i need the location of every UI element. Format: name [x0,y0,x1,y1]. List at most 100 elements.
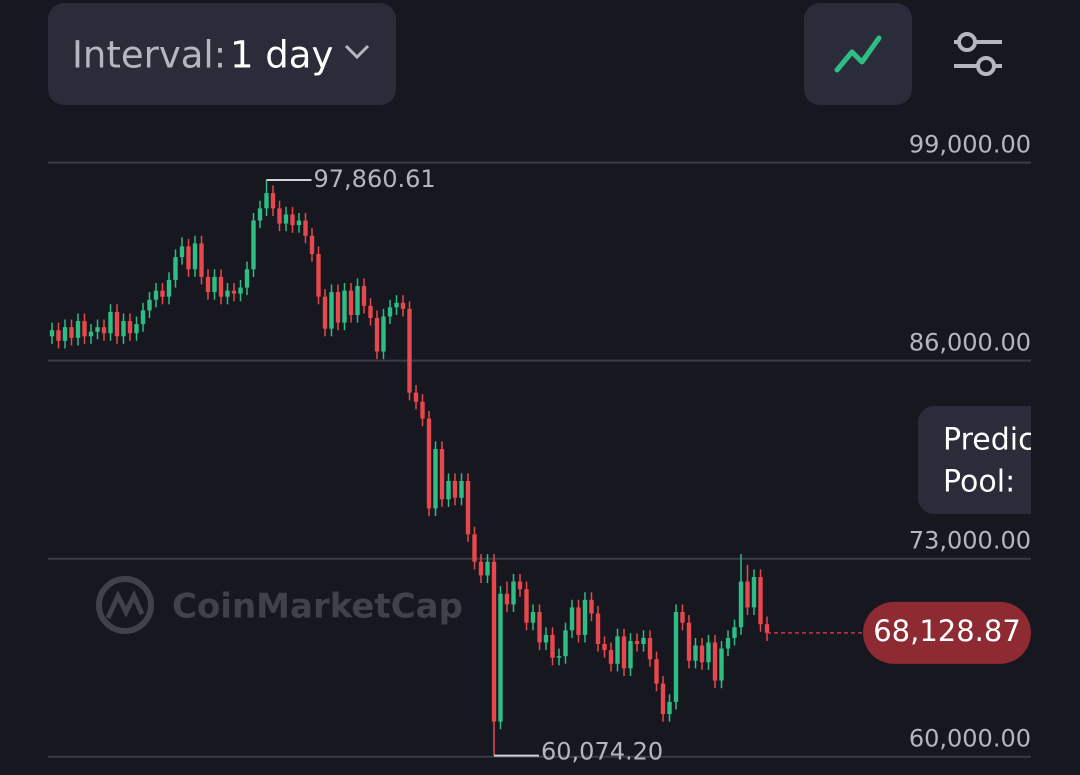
candle-body [322,296,328,329]
annotation-label: 60,074.20 [541,738,663,766]
candle-body [199,243,204,277]
candle-body [114,311,120,337]
candle-body [439,449,445,500]
y-tick-label: 60,000.00 [909,725,1031,753]
prediction-pool-card[interactable] [918,406,1058,514]
candle-body [472,534,477,562]
candle-body [348,290,354,315]
candle-body [712,642,718,681]
candle-body [556,656,562,658]
candle-body [465,481,471,535]
plot: 60,000.00 73,000.00 86,000.00 99,000.00 97,8… [48,131,1031,766]
candle-body [355,286,360,315]
candle-body [478,561,484,576]
candle-body [316,254,321,297]
candle-body [524,589,529,623]
candle-body [225,290,230,297]
candle-body [374,318,380,352]
candle-body [49,330,55,337]
prediction-pool[interactable]: Predic Pool: [918,406,1058,514]
chevron-icon [344,44,370,60]
candle-body [413,392,419,402]
candle-body [394,302,399,308]
candle-body [576,607,581,635]
candle-body [218,276,224,297]
candle-body [758,576,763,625]
candle-body [608,650,614,664]
candle-body [732,627,737,638]
chart-type-button[interactable] [804,3,912,105]
candle-body [270,193,276,209]
candle-body [420,401,425,419]
candle-body [166,279,172,297]
candle-body [706,642,711,663]
prediction-text: Predic [943,423,1035,458]
candle-body [582,599,588,635]
candle-body [264,193,269,209]
candle-body [69,327,74,338]
candle-body [595,613,601,644]
slider-knob [957,32,977,52]
candle-body [153,290,159,300]
candle-body [563,630,568,657]
candle-body [400,302,406,309]
candle-body [485,561,490,576]
annotation-label: 97,860.61 [314,165,436,193]
candle-body [745,581,750,608]
candle-body [121,321,126,337]
interval-button[interactable] [48,3,396,105]
candle-body [446,481,451,500]
candle-body [654,659,659,684]
candle-body [511,581,516,605]
candle-body [764,624,770,633]
candle-body [342,290,347,323]
line-icon [834,35,882,73]
candle-body [88,331,94,337]
candle-body [179,246,185,258]
settings-button[interactable] [954,32,1002,76]
candle-body [101,327,107,334]
prediction-text: Pool: [943,465,1015,500]
candle-body [569,607,575,631]
candle-body [212,276,217,293]
interval-selector[interactable]: Interval: 1 day [48,3,396,105]
candle-body [517,581,523,590]
interval-label: Interval: [72,34,226,77]
candle-body [329,292,334,329]
candle-body [667,701,672,715]
candle-body [283,214,289,224]
watermark: CoinMarketCap [96,576,463,634]
chart-type-bg[interactable] [804,3,912,105]
candle-body [621,636,627,669]
candle-body [238,287,243,294]
candle-body [290,214,295,226]
candle-body [498,593,503,722]
candle-body [719,648,724,681]
candle-body [602,644,607,651]
candle-body [257,208,263,221]
candle-body [95,327,100,332]
candle-body [543,634,549,643]
candle-body [530,612,536,623]
candle-body [56,330,61,341]
candle-body [127,321,133,334]
watermark-logo [96,576,154,634]
candle-body [277,208,282,224]
candle-body [680,612,685,623]
candle-body [673,612,679,702]
y-tick-label: 73,000.00 [909,527,1031,555]
candle-body [452,481,458,498]
candle-body [140,310,146,325]
candle-body [647,637,653,660]
candle-body [192,243,198,270]
candle-body [634,640,640,644]
candle-body [309,235,315,255]
slider-knob [976,56,996,76]
candle-body [699,645,705,663]
candle-body [82,321,87,337]
candle-body [381,316,386,352]
candle-body [205,276,211,293]
candle-body [504,593,510,605]
